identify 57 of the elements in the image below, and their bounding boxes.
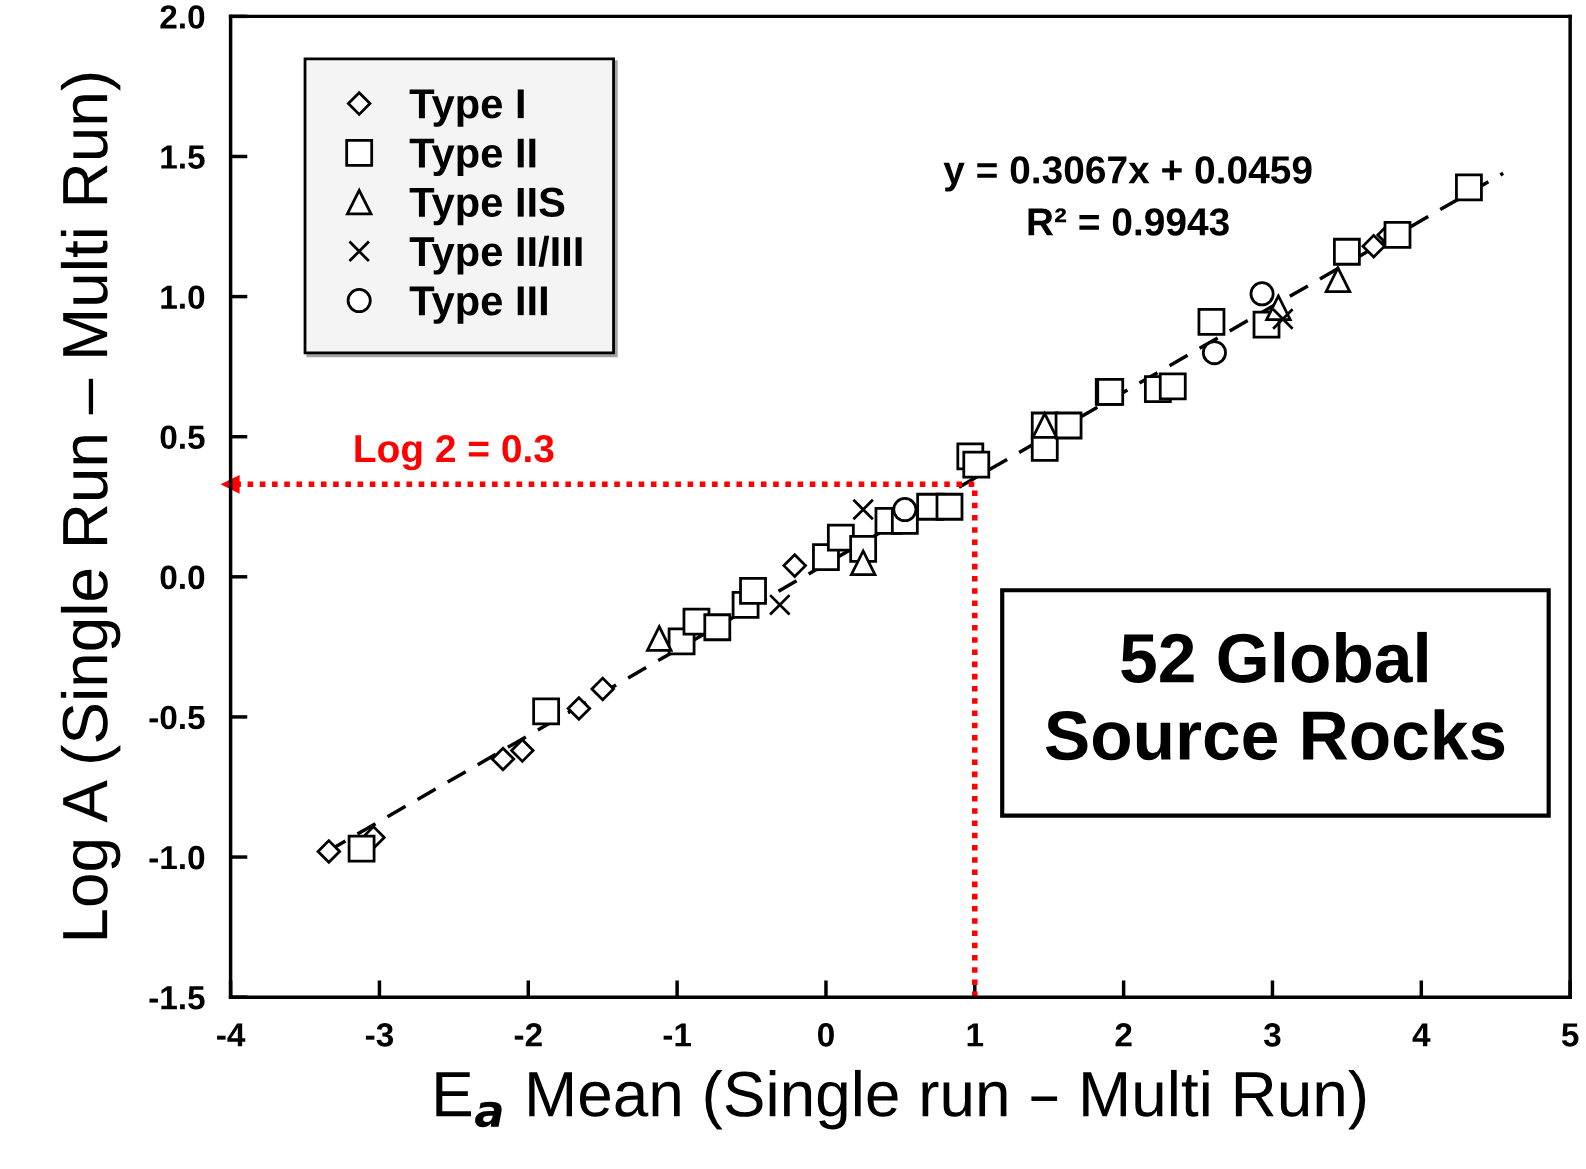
x-tick-label: 4 bbox=[1412, 1023, 1431, 1047]
point bbox=[316, 839, 342, 864]
point bbox=[935, 492, 964, 521]
legend-label: Type II bbox=[409, 138, 536, 177]
annotation: 52 Global Source Rocks bbox=[1045, 631, 1505, 761]
y-tick-label: 1.0 bbox=[161, 285, 205, 309]
annotation: Log 2 = 0.3 bbox=[355, 434, 554, 471]
annotation: R² = 0.9943 bbox=[1028, 208, 1229, 236]
y-tick-label: 0.5 bbox=[160, 425, 205, 450]
x-tick-label: 0 bbox=[818, 1023, 834, 1047]
point bbox=[1201, 340, 1227, 366]
x-tick-label: 5 bbox=[1561, 1023, 1579, 1047]
point bbox=[1455, 173, 1483, 202]
x-tick-label: -1 bbox=[663, 1023, 692, 1047]
x-axis-title: E$_{a}$ Mean (Single run – Multi Run) bbox=[436, 1069, 1366, 1130]
point bbox=[739, 576, 767, 605]
point bbox=[1054, 411, 1083, 440]
point bbox=[347, 834, 376, 863]
x-tick-label: -4 bbox=[217, 1023, 246, 1047]
y-tick-label: -1.5 bbox=[149, 986, 205, 1010]
point bbox=[782, 553, 807, 578]
point bbox=[590, 676, 615, 702]
x-tick-label: 2 bbox=[1115, 1023, 1132, 1047]
point bbox=[703, 613, 732, 642]
y-tick-label: -1.0 bbox=[149, 845, 205, 870]
point bbox=[852, 498, 875, 521]
point bbox=[490, 746, 516, 772]
y-axis-title: Log A (Single Run – Multi Run) bbox=[60, 73, 121, 939]
x-tick-label: 3 bbox=[1263, 1023, 1281, 1047]
y-tick-label: 1.5 bbox=[161, 145, 205, 169]
point bbox=[532, 697, 561, 726]
point bbox=[510, 738, 535, 763]
legend-label: Type I bbox=[409, 89, 524, 127]
point bbox=[1197, 307, 1226, 336]
point bbox=[768, 593, 791, 616]
point bbox=[849, 549, 877, 576]
point bbox=[1158, 372, 1187, 401]
point bbox=[892, 497, 918, 523]
y-tick-label: -0.5 bbox=[149, 705, 205, 730]
x-tick-label: 1 bbox=[967, 1023, 984, 1047]
legend-label: Type II/III bbox=[409, 235, 582, 275]
annotation: y = 0.3067x + 0.0459 bbox=[943, 156, 1312, 192]
point bbox=[1383, 221, 1412, 249]
y-tick-label: 2.0 bbox=[160, 5, 205, 29]
y-tick-label: 0.0 bbox=[160, 565, 205, 590]
point bbox=[1249, 281, 1275, 307]
point bbox=[1332, 237, 1361, 266]
legend-label: Type IIS bbox=[409, 187, 565, 226]
x-tick-label: -2 bbox=[514, 1023, 542, 1047]
legend-label: Type III bbox=[409, 286, 547, 324]
point bbox=[221, 475, 240, 494]
point bbox=[1324, 266, 1352, 293]
point bbox=[566, 696, 592, 721]
point bbox=[1361, 233, 1386, 259]
point bbox=[962, 450, 991, 479]
x-tick-label: -3 bbox=[365, 1023, 394, 1047]
point bbox=[646, 625, 673, 652]
